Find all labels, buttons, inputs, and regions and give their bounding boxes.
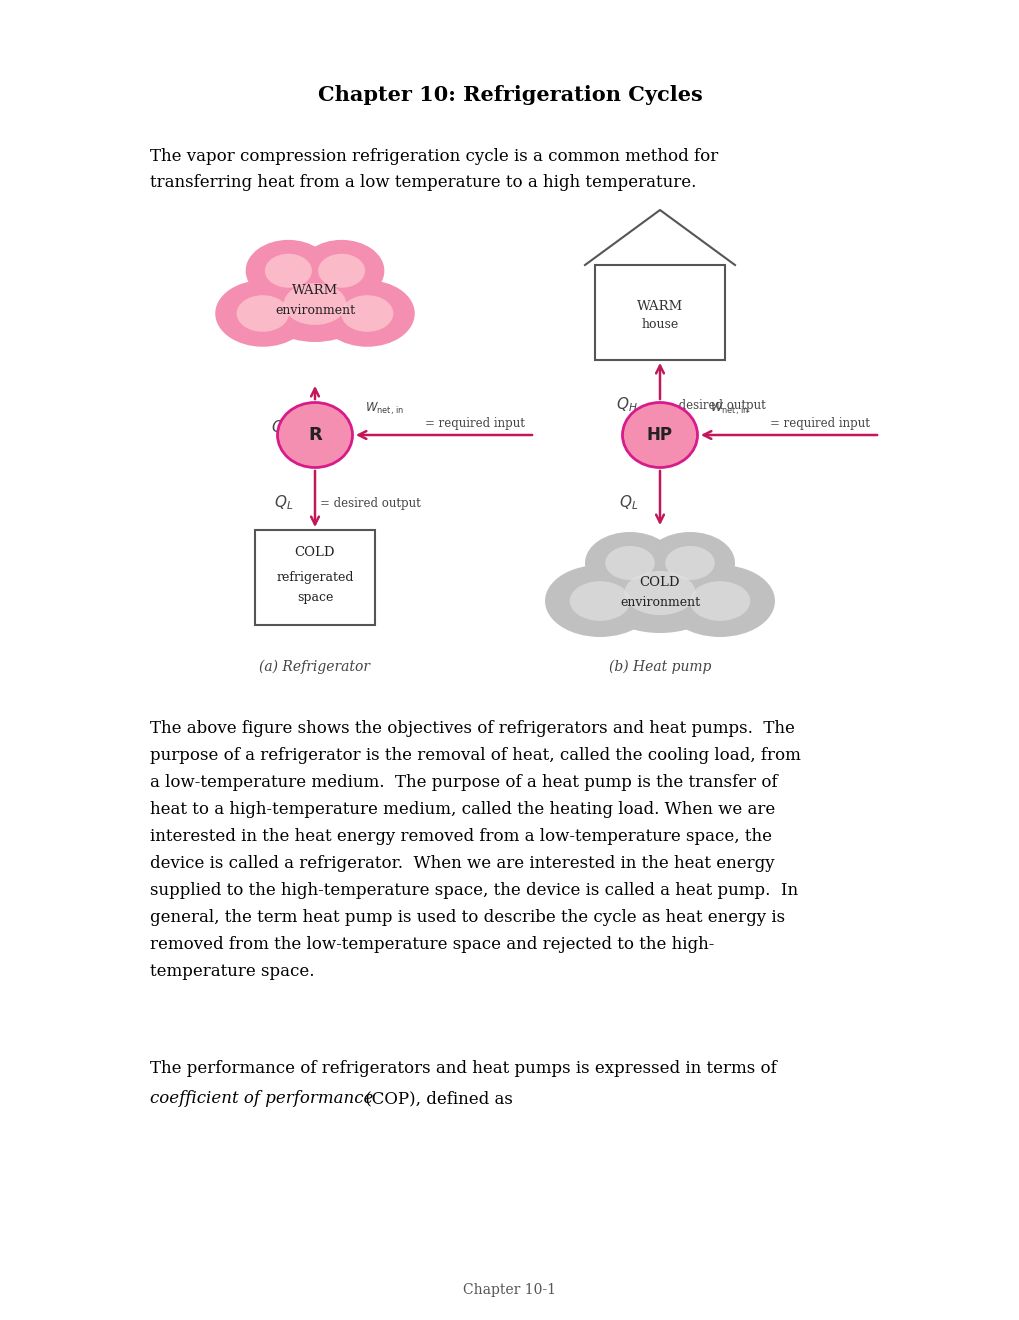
Ellipse shape (265, 253, 312, 288)
Text: $Q_H$: $Q_H$ (615, 396, 637, 414)
Text: $Q_L$: $Q_L$ (273, 494, 292, 512)
Ellipse shape (283, 282, 346, 325)
Ellipse shape (585, 532, 675, 594)
Text: (COP), defined as: (COP), defined as (360, 1090, 513, 1107)
Text: house: house (641, 318, 678, 331)
Ellipse shape (258, 267, 372, 342)
Text: general, the term heat pump is used to describe the cycle as heat energy is: general, the term heat pump is used to d… (150, 909, 785, 927)
Text: = desired output: = desired output (664, 399, 765, 412)
Text: = desired output: = desired output (320, 496, 421, 510)
Text: $W_{\rm net,\,in}$: $W_{\rm net,\,in}$ (709, 400, 749, 417)
Ellipse shape (319, 280, 415, 347)
Text: interested in the heat energy removed from a low-temperature space, the: interested in the heat energy removed fr… (150, 828, 771, 845)
Text: $Q_H$: $Q_H$ (271, 418, 292, 437)
Ellipse shape (299, 240, 384, 302)
Text: device is called a refrigerator.  When we are interested in the heat energy: device is called a refrigerator. When we… (150, 855, 773, 873)
Ellipse shape (236, 296, 288, 331)
Text: purpose of a refrigerator is the removal of heat, called the cooling load, from: purpose of a refrigerator is the removal… (150, 747, 800, 764)
Text: The vapor compression refrigeration cycle is a common method for: The vapor compression refrigeration cycl… (150, 148, 717, 165)
Text: supplied to the high-temperature space, the device is called a heat pump.  In: supplied to the high-temperature space, … (150, 882, 797, 899)
Text: Chapter 10: Refrigeration Cycles: Chapter 10: Refrigeration Cycles (317, 84, 702, 106)
Text: = required input: = required input (425, 417, 525, 429)
Ellipse shape (340, 296, 393, 331)
Ellipse shape (277, 403, 353, 467)
Text: space: space (297, 591, 333, 605)
Text: environment: environment (275, 304, 355, 317)
Ellipse shape (664, 565, 774, 638)
Ellipse shape (570, 581, 630, 620)
Ellipse shape (246, 240, 331, 302)
Ellipse shape (318, 253, 365, 288)
Text: = required input: = required input (769, 417, 869, 429)
Ellipse shape (622, 403, 697, 467)
Text: COLD: COLD (639, 577, 680, 590)
Text: (b) Heat pump: (b) Heat pump (608, 660, 710, 675)
Ellipse shape (664, 546, 714, 579)
Text: $Q_L$: $Q_L$ (619, 494, 637, 512)
Text: $W_{\rm net,\,in}$: $W_{\rm net,\,in}$ (365, 400, 405, 417)
Text: HP: HP (646, 426, 673, 444)
Text: The above figure shows the objectives of refrigerators and heat pumps.  The: The above figure shows the objectives of… (150, 719, 794, 737)
Ellipse shape (215, 280, 310, 347)
Text: R: R (308, 426, 322, 444)
Text: The performance of refrigerators and heat pumps is expressed in terms of: The performance of refrigerators and hea… (150, 1060, 776, 1077)
Ellipse shape (604, 546, 654, 579)
Text: removed from the low-temperature space and rejected to the high-: removed from the low-temperature space a… (150, 936, 713, 953)
Bar (255, 531, 375, 624)
Text: WARM: WARM (291, 284, 337, 297)
Bar (594, 265, 725, 360)
Text: WARM: WARM (636, 301, 683, 314)
Text: (a) Refrigerator: (a) Refrigerator (259, 660, 370, 675)
Text: temperature space.: temperature space. (150, 964, 314, 979)
Text: heat to a high-temperature medium, called the heating load. When we are: heat to a high-temperature medium, calle… (150, 801, 774, 818)
Text: environment: environment (620, 597, 699, 610)
Text: a low-temperature medium.  The purpose of a heat pump is the transfer of: a low-temperature medium. The purpose of… (150, 774, 776, 791)
Ellipse shape (624, 572, 695, 615)
Ellipse shape (644, 532, 735, 594)
Ellipse shape (689, 581, 750, 620)
Text: Chapter 10-1: Chapter 10-1 (463, 1283, 556, 1298)
Ellipse shape (544, 565, 654, 638)
Text: transferring heat from a low temperature to a high temperature.: transferring heat from a low temperature… (150, 174, 696, 191)
Text: COLD: COLD (294, 545, 335, 558)
Text: coefficient of performance: coefficient of performance (150, 1090, 373, 1107)
Text: refrigerated: refrigerated (276, 570, 354, 583)
Ellipse shape (594, 553, 725, 634)
